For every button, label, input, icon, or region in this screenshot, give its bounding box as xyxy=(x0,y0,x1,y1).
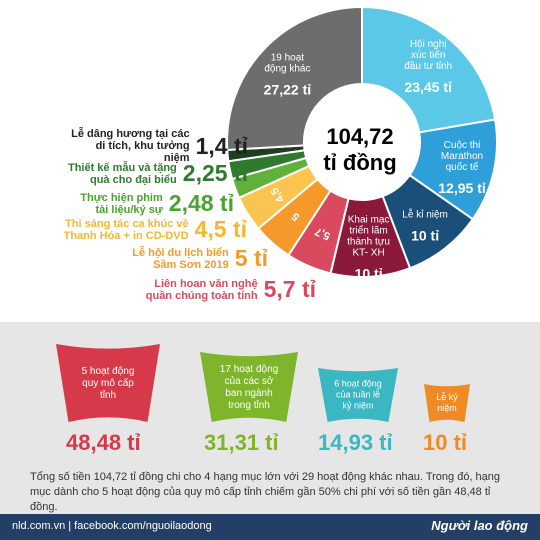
chart-area: Hội nghị xúc tiến đầu tư tỉnh 23,45 tỉ Cuộc … xyxy=(57,5,497,303)
label-film-text: Thực hiện phim tài liệu/ký sự xyxy=(80,191,163,216)
footer-logo: Người lao động xyxy=(431,518,528,533)
label-gifts: Thiết kế mẫu và tặng quà cho đại biểu 2,… xyxy=(57,160,248,187)
label-art: Liên hoan văn nghệ quần chúng toàn tỉnh … xyxy=(140,276,316,303)
category-label-3-line-0: 6 hoạt động xyxy=(334,379,382,389)
label-incense-text: Lễ dâng hương tại các di tích, khu tưởng… xyxy=(71,128,190,164)
pie-slice-label-text-0-1: xúc tiến xyxy=(411,49,445,61)
label-gifts-value: 2,25 tỉ xyxy=(182,160,248,186)
pie-slice-label-text-1-2: quốc tế xyxy=(446,161,479,173)
pie-slice-label-text-3-2: thành tựu xyxy=(347,236,390,247)
label-festival: Lễ hội du lịch biển Sầm Sơn 2019 5 tỉ xyxy=(124,245,268,272)
pie-slice-value-3: 10 tỉ xyxy=(355,265,383,281)
label-song: Thi sáng tác ca khúc về Thanh Hóa + in C… xyxy=(59,216,247,243)
label-festival-text: Lễ hội du lịch biển Sầm Sơn 2019 xyxy=(132,246,229,271)
pie-slice-label-text-3-3: KT- XH xyxy=(352,247,384,258)
category-banner-1 xyxy=(56,344,160,422)
pie-slice-label-4: 5,7 xyxy=(313,225,332,242)
total-value: 104,72 xyxy=(326,124,394,149)
pie-slice-value-4: 5,7 xyxy=(313,225,332,242)
category-label-4-line-0: Lễ kỷ xyxy=(436,392,458,402)
label-film-value: 2,48 tỉ xyxy=(168,190,234,216)
category-label-3-line-2: kỷ niệm xyxy=(342,401,373,411)
category-label-1-line-0: 5 hoạt động xyxy=(82,366,135,377)
label-incense: Lễ dâng hương tại các di tích, khu tưởng… xyxy=(68,128,248,164)
category-banner-3 xyxy=(318,368,398,422)
label-song-value: 4,5 tỉ xyxy=(194,216,247,242)
label-art-value: 5,7 tỉ xyxy=(263,276,316,302)
category-label-4-line-1: niệm xyxy=(437,403,457,413)
pie-slice-0 xyxy=(361,5,497,134)
category-value-4: 10 tỉ xyxy=(423,430,468,455)
label-gifts-text: Thiết kế mẫu và tặng quà cho đại biểu xyxy=(67,161,177,186)
label-song-text: Thi sáng tác ca khúc về Thanh Hóa + in C… xyxy=(63,217,189,242)
category-label-2-line-3: trong tỉnh xyxy=(228,399,270,411)
pie-center-hole xyxy=(305,85,419,199)
footer: nld.com.vn | facebook.com/nguoilaodong N… xyxy=(0,514,540,540)
pie-slice-value-2: 10 tỉ xyxy=(411,227,439,243)
label-incense-value: 1,4 tỉ xyxy=(195,132,248,159)
category-label-1-line-1: quy mô cấp xyxy=(82,377,134,389)
summary-text: Tổng số tiền 104,72 tỉ đồng chi cho 4 hạ… xyxy=(30,471,501,513)
category-value-3: 14,93 tỉ xyxy=(318,430,393,455)
category-label-2-line-1: của các sở xyxy=(225,375,274,387)
pie-slice-value-10: 27,22 tỉ xyxy=(264,82,312,98)
category-banner-2 xyxy=(200,352,298,422)
pie-slice-label-text-10-0: 19 hoạt xyxy=(271,53,305,64)
pie-slice-label-text-0-2: đầu tư tỉnh xyxy=(404,60,452,72)
category-label-2-line-2: ban ngành xyxy=(225,388,272,399)
category-label-3-line-1: của tuần lễ xyxy=(336,390,380,400)
footer-links[interactable]: nld.com.vn | facebook.com/nguoilaodong xyxy=(12,520,212,532)
pie-slice-label-2: Lễ kỉ niệm 10 tỉ xyxy=(402,207,448,243)
pie-slice-value-0: 23,45 tỉ xyxy=(404,79,452,95)
pie-slice-label-text-10-1: động khác xyxy=(264,64,310,75)
pie-slice-label-text-3-1: triển lãm xyxy=(349,224,387,236)
label-art-text: Liên hoan văn nghệ quần chúng toàn tỉnh xyxy=(145,277,258,302)
pie-slice-label-text-0-0: Hội nghị xyxy=(410,39,447,50)
category-panel: 5 hoạt động quy mô cấp tỉnh 17 hoạt động của… xyxy=(0,322,540,514)
pie-slice-label-text-1-1: Marathon xyxy=(441,151,483,162)
category-banner-4 xyxy=(424,384,470,422)
category-value-1: 48,48 tỉ xyxy=(66,430,141,455)
category-label-2-line-0: 17 hoạt động xyxy=(220,364,278,375)
pie-slice-label-text-2-0: Lễ kỉ niệm xyxy=(402,207,448,220)
category-value-2: 31,31 tỉ xyxy=(204,430,279,455)
total-unit: tỉ đồng xyxy=(323,150,397,175)
pie-slice-value-1: 12,95 tỉ xyxy=(438,180,486,196)
pie-slice-label-text-3-0: Khai mạc xyxy=(348,214,390,225)
category-label-1-line-2: tỉnh xyxy=(100,389,116,401)
label-film: Thực hiện phim tài liệu/ký sự 2,48 tỉ xyxy=(68,190,234,217)
pie-center-total: 104,72 tỉ đồng xyxy=(305,124,415,176)
label-festival-value: 5 tỉ xyxy=(234,245,268,271)
pie-slice-label-text-1-0: Cuộc thi xyxy=(444,140,481,151)
pie-slice-10 xyxy=(226,5,363,151)
